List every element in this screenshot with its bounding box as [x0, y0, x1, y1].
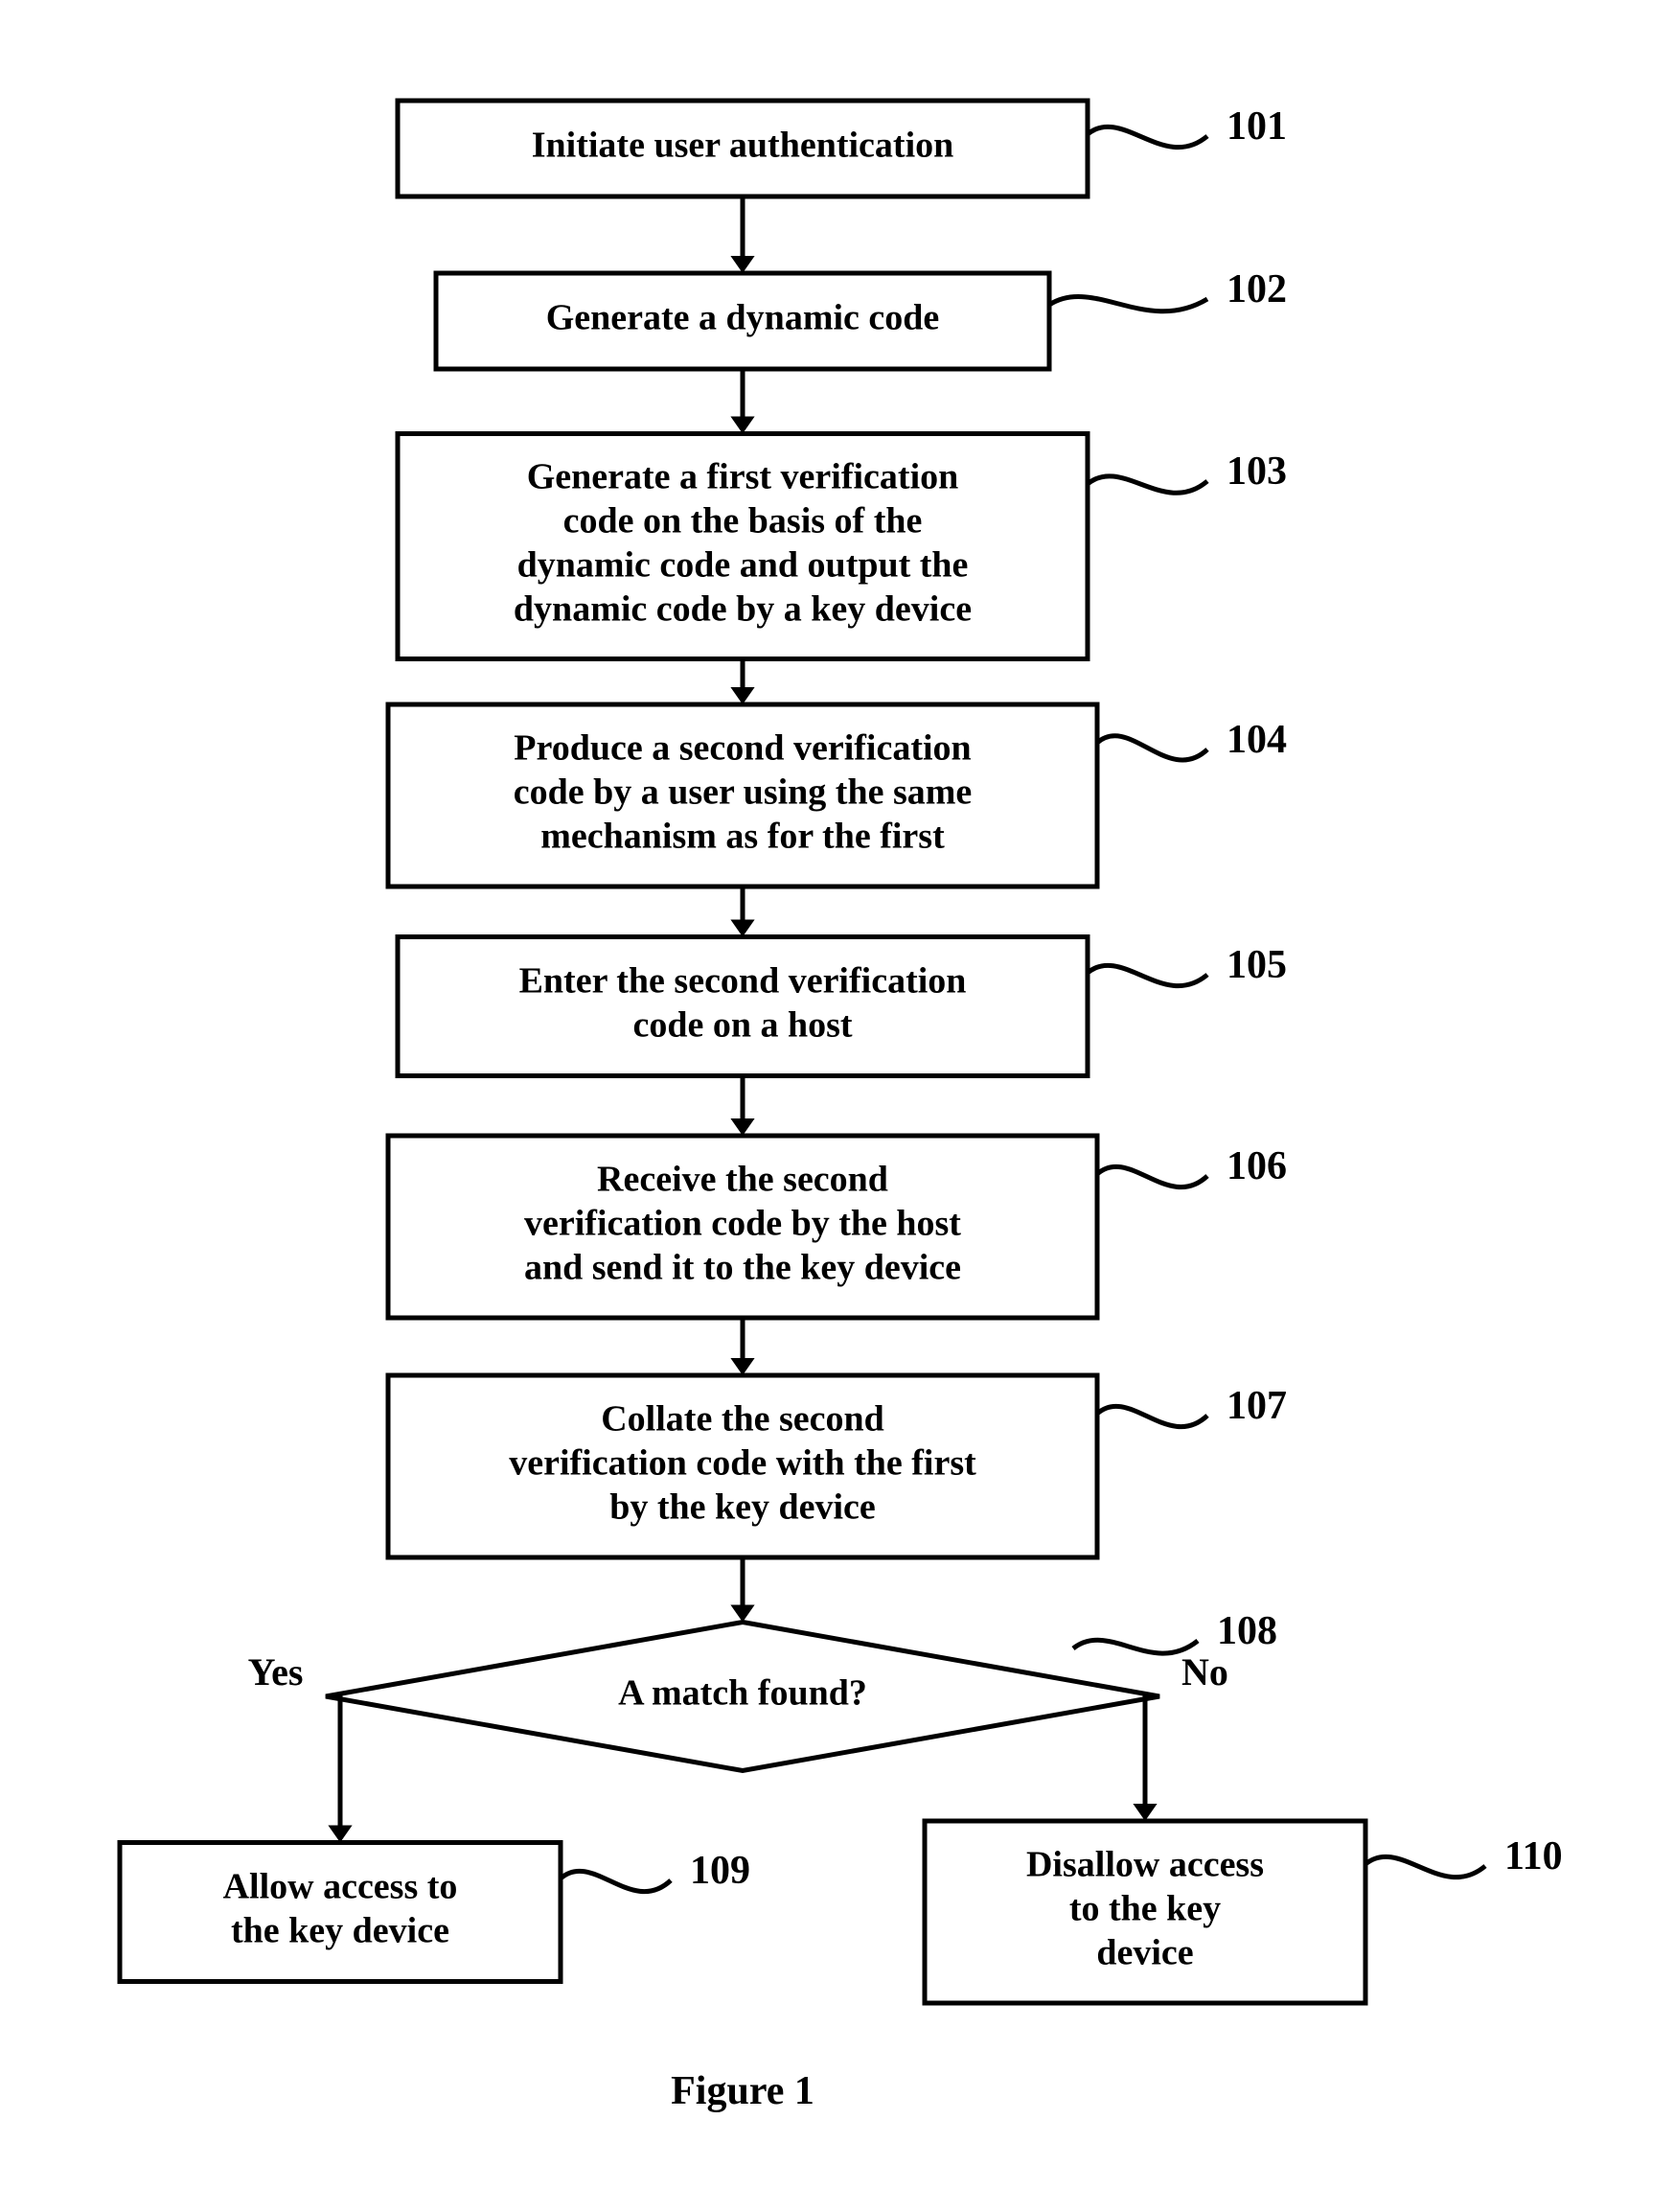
flowchart-arrow	[730, 1076, 754, 1137]
leader-line	[1097, 1166, 1207, 1187]
flowchart-arrow	[730, 1318, 754, 1375]
node-text: by the key device	[609, 1487, 876, 1528]
node-text: verification code with the first	[509, 1443, 976, 1484]
flowchart-node-n109: Allow access tothe key device	[120, 1843, 561, 1982]
node-text: A match found?	[618, 1673, 867, 1714]
flowchart-arrow	[730, 196, 754, 273]
flowchart-arrow	[730, 1557, 754, 1623]
flowchart-node-n106: Receive the secondverification code by t…	[388, 1136, 1097, 1318]
leader-line	[1088, 965, 1207, 985]
flowchart-node-n110: Disallow accessto the keydevice	[925, 1821, 1365, 2003]
reference-numeral: 102	[1227, 267, 1287, 311]
flowchart-node-n105: Enter the second verificationcode on a h…	[398, 937, 1088, 1076]
node-text: Collate the second	[601, 1399, 884, 1440]
flowchart-node-n103: Generate a first verificationcode on the…	[398, 434, 1088, 659]
flowchart-node-n101: Initiate user authentication	[398, 101, 1088, 196]
node-text: code by a user using the same	[514, 772, 973, 813]
reference-numeral: 107	[1227, 1384, 1287, 1428]
leader-line	[1049, 296, 1207, 311]
reference-numeral: 110	[1504, 1834, 1563, 1878]
flowchart-decision-n108: A match found?	[326, 1623, 1159, 1771]
flowchart-arrow	[1133, 1696, 1159, 1821]
edge-label-yes: Yes	[248, 1650, 304, 1694]
flowchart-arrow	[326, 1696, 353, 1843]
leader-line	[1365, 1856, 1485, 1877]
node-text: and send it to the key device	[524, 1248, 961, 1288]
node-text: Produce a second verification	[514, 728, 971, 769]
flowchart-arrow	[730, 369, 754, 434]
leader-line	[561, 1871, 671, 1891]
node-text: code on a host	[632, 1005, 852, 1046]
node-text: Enter the second verification	[519, 961, 967, 1002]
node-text: Generate a first verification	[527, 457, 959, 497]
node-text: Disallow access	[1026, 1845, 1264, 1885]
leader-line	[1088, 476, 1207, 493]
flowchart-node-n104: Produce a second verificationcode by a u…	[388, 704, 1097, 887]
reference-numeral: 109	[690, 1849, 750, 1893]
node-text: mechanism as for the first	[540, 817, 945, 857]
node-text: dynamic code by a key device	[514, 589, 972, 630]
node-text: to the key	[1069, 1889, 1221, 1929]
leader-line	[1073, 1640, 1198, 1653]
node-text: Receive the second	[597, 1160, 888, 1200]
reference-numeral: 101	[1227, 104, 1287, 149]
node-text: device	[1096, 1933, 1193, 1973]
flowchart-arrow	[730, 887, 754, 937]
reference-numeral: 108	[1217, 1609, 1277, 1653]
flowchart-arrow	[730, 659, 754, 705]
flowchart: Initiate user authentication Generate a d…	[0, 0, 1674, 2212]
node-text: verification code by the host	[524, 1204, 961, 1244]
leader-line	[1088, 127, 1207, 147]
leader-line	[1097, 736, 1207, 760]
node-text: code on the basis of the	[563, 501, 923, 541]
edge-label-no: No	[1181, 1650, 1228, 1694]
figure-caption: Figure 1	[671, 2069, 814, 2113]
leader-line	[1097, 1406, 1207, 1426]
node-text: Generate a dynamic code	[546, 298, 940, 338]
reference-numeral: 104	[1227, 718, 1287, 762]
reference-numeral: 106	[1227, 1144, 1287, 1188]
reference-numeral: 103	[1227, 449, 1287, 494]
node-text: the key device	[231, 1911, 449, 1951]
reference-numeral: 105	[1227, 943, 1287, 987]
flowchart-node-n107: Collate the secondverification code with…	[388, 1375, 1097, 1557]
node-text: Initiate user authentication	[532, 126, 954, 166]
node-text: Allow access to	[223, 1867, 458, 1907]
node-text: dynamic code and output the	[517, 545, 969, 586]
flowchart-node-n102: Generate a dynamic code	[436, 273, 1049, 369]
